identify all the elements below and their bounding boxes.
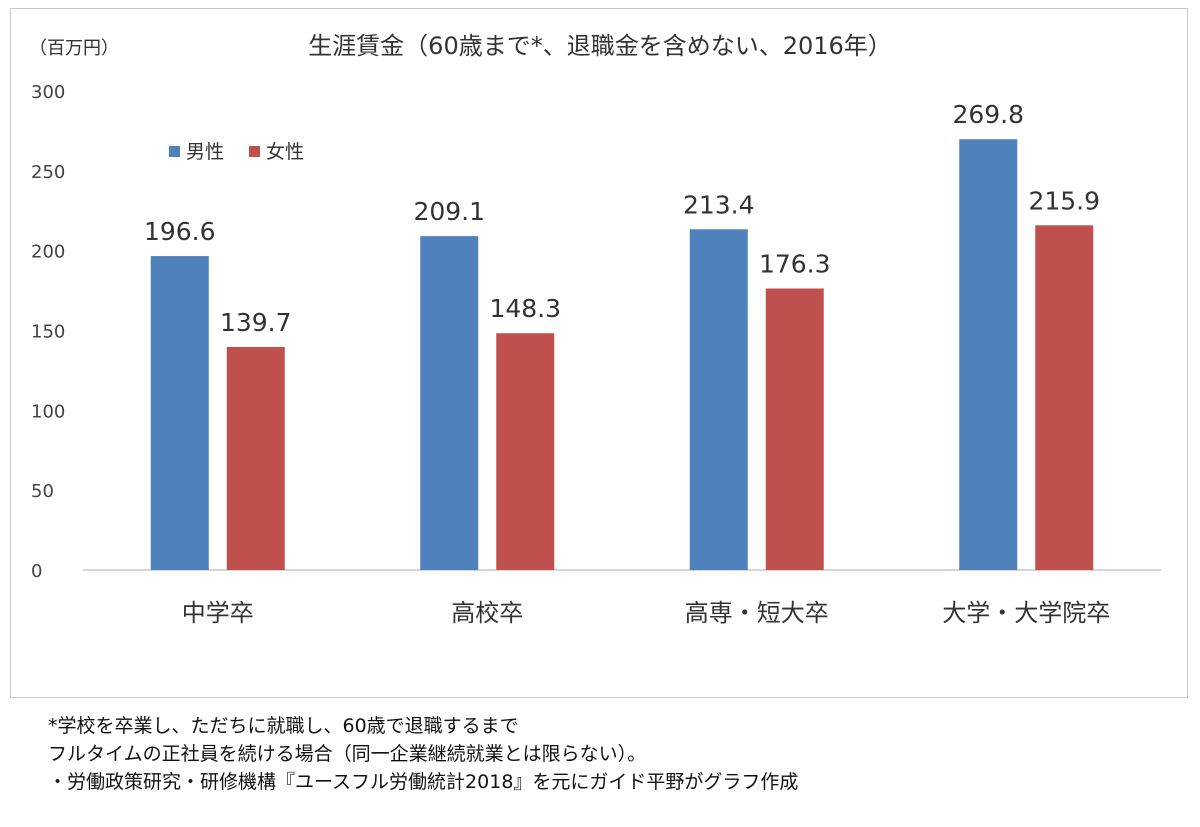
data-label: 209.1 [413, 197, 485, 226]
bar-female [226, 346, 285, 570]
y-tick-label: 0 [31, 561, 42, 582]
data-label: 139.7 [220, 308, 292, 337]
bar-chart: 生涯賃金（60歳まで*、退職金を含めない、2016年） （百万円） 0 50 100 15… [29, 32, 1161, 627]
data-label: 196.6 [144, 217, 216, 246]
bar-male [689, 229, 748, 570]
chart-title: 生涯賃金（60歳まで*、退職金を含めない、2016年） [308, 32, 892, 60]
x-tick-label: 大学・大学院卒 [942, 599, 1110, 627]
bar-male [420, 236, 479, 570]
bar-female [1035, 225, 1094, 570]
footnote-2: フルタイムの正社員を続ける場合（同一企業継続就業とは限らない）。 [48, 743, 647, 765]
data-label: 176.3 [759, 250, 831, 279]
bar-female [496, 333, 555, 570]
x-tick-label: 中学卒 [182, 599, 254, 627]
bar-male [150, 256, 209, 570]
y-tick-label: 300 [31, 82, 65, 103]
x-tick-label: 高校卒 [451, 599, 523, 627]
footnote-3: ・労働政策研究・研修機構『ユースフル労働統計2018』を元にガイド平野がグラフ作… [48, 771, 799, 793]
chart-frame: 生涯賃金（60歳まで*、退職金を含めない、2016年） （百万円） 0 50 100 15… [10, 8, 1188, 698]
y-tick-label: 200 [31, 242, 65, 263]
y-axis-unit-label: （百万円） [29, 38, 119, 59]
legend-label: 男性 [186, 141, 224, 163]
bar-female [765, 288, 824, 570]
y-tick-label: 100 [31, 401, 65, 422]
y-tick-label: 50 [31, 481, 54, 502]
y-tick-label: 150 [31, 322, 65, 343]
bar-male [959, 139, 1018, 570]
data-label: 148.3 [489, 294, 561, 323]
legend-label: 女性 [266, 141, 304, 163]
y-tick-label: 250 [31, 162, 65, 183]
legend-swatch [249, 146, 260, 157]
data-label: 213.4 [683, 190, 755, 219]
footnote-1: *学校を卒業し、ただちに就職し、60歳で退職するまで [48, 715, 519, 737]
legend-swatch [169, 146, 180, 157]
data-label: 215.9 [1028, 186, 1100, 215]
x-tick-label: 高専・短大卒 [685, 599, 829, 627]
footnotes: *学校を卒業し、ただちに就職し、60歳で退職するまで フルタイムの正社員を続ける… [48, 712, 1168, 796]
data-label: 269.8 [952, 100, 1024, 129]
